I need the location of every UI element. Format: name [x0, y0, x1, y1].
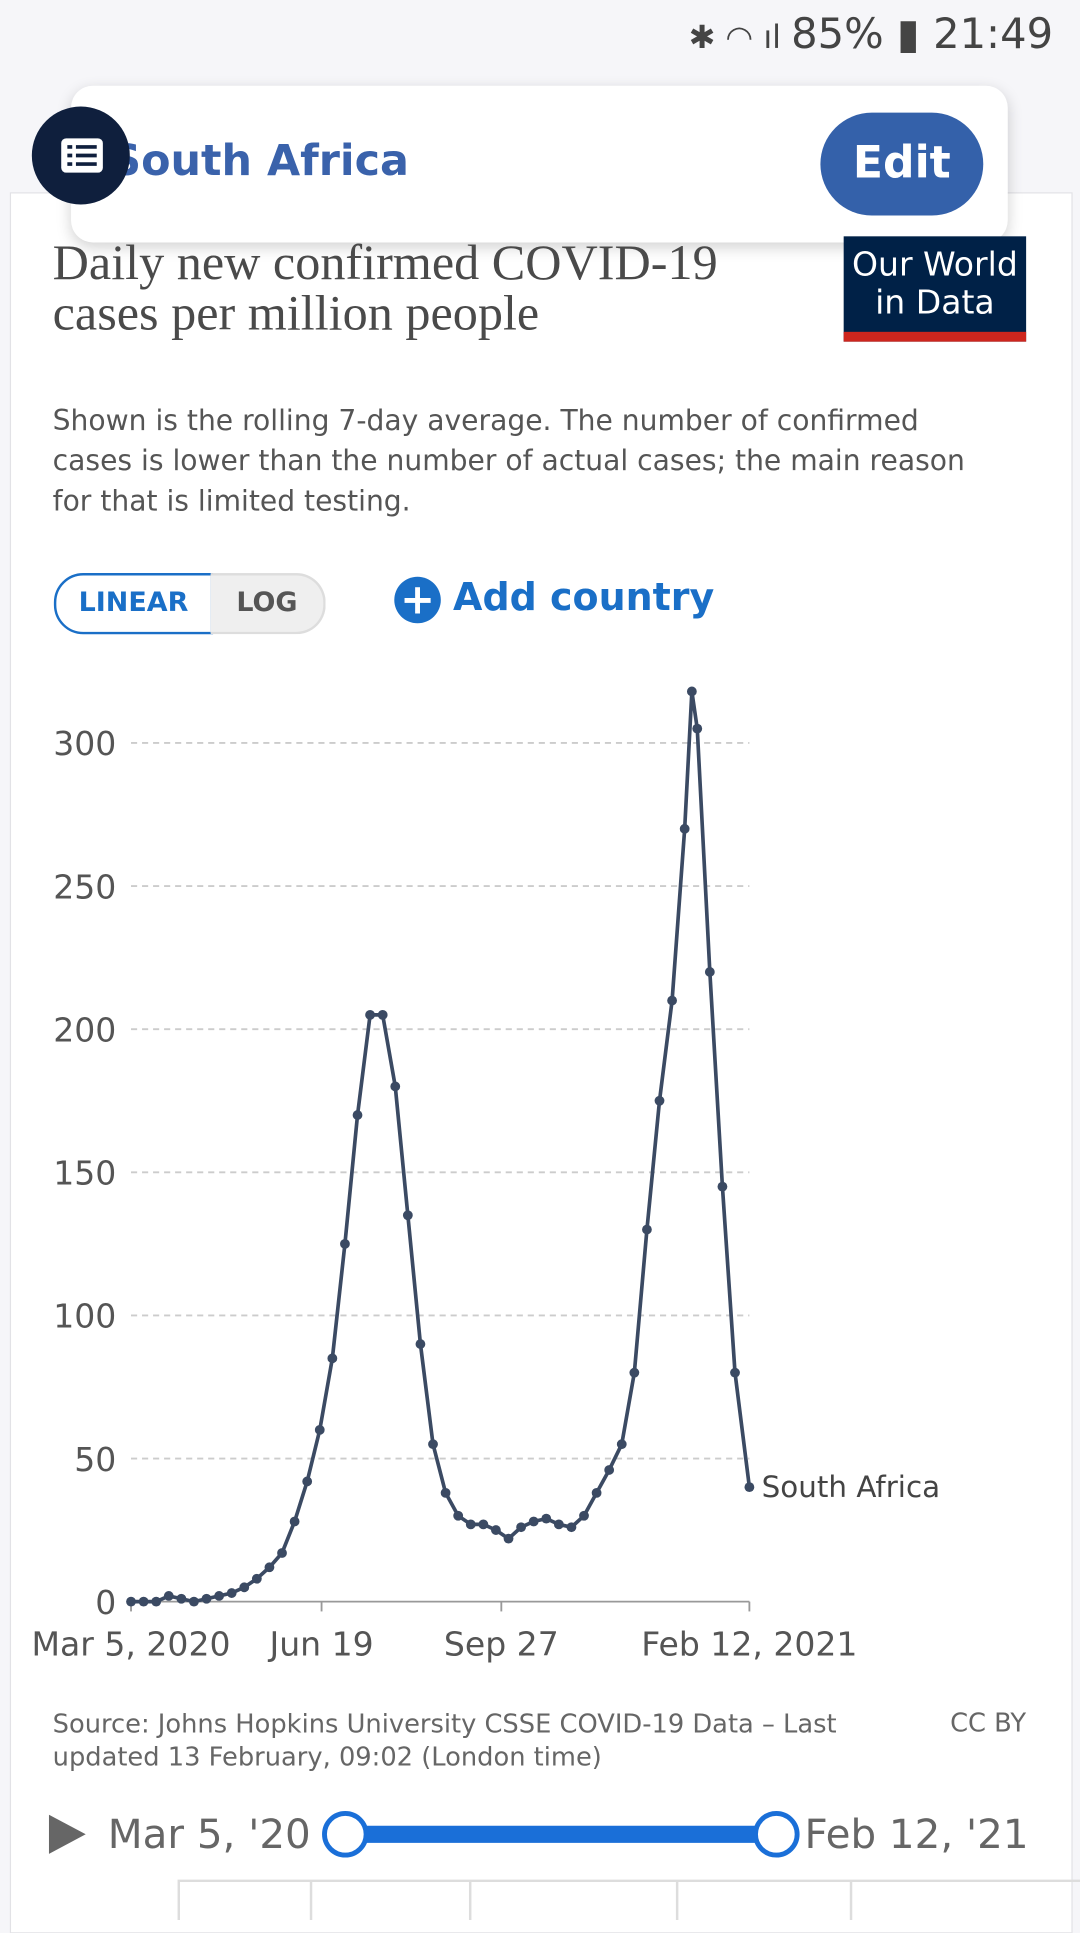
battery-icon: ▮: [896, 9, 920, 59]
data-point: [654, 1095, 665, 1106]
data-point: [415, 1339, 426, 1349]
data-point: [214, 1591, 224, 1601]
add-icon[interactable]: +: [394, 576, 441, 624]
data-point: [428, 1439, 438, 1450]
data-point: [264, 1562, 275, 1573]
data-point: [686, 686, 697, 697]
logo[interactable]: Our World in Data: [843, 236, 1027, 342]
series-line: [131, 691, 752, 1604]
data-point: [591, 1487, 602, 1498]
table-edge: [177, 1879, 1080, 1921]
data-point: [402, 1210, 413, 1221]
data-point: [553, 1519, 564, 1530]
data-point: [717, 1181, 728, 1192]
timeline-handle[interactable]: [322, 1811, 369, 1858]
log-toggle[interactable]: LOG: [210, 573, 326, 635]
data-point: [528, 1516, 539, 1527]
chart-title: Daily new confirmed COVID-19 cases per m…: [52, 233, 718, 341]
chart: 0 50 100 150 200 250 300 Mar 5, 2020 Jun 19 Sep 2…: [32, 686, 941, 1664]
x-tick-label: Feb 12, 2021: [641, 1625, 857, 1664]
linear-toggle[interactable]: LINEAR: [53, 573, 214, 635]
data-point: [566, 1522, 577, 1533]
timeline: [48, 1811, 1080, 1921]
y-tick-label: 50: [74, 1440, 116, 1479]
data-point: [377, 1009, 388, 1020]
license[interactable]: CC BY: [950, 1708, 1027, 1738]
logo-line: Our World: [851, 246, 1018, 285]
data-point: [277, 1548, 287, 1558]
data-point: [604, 1465, 615, 1475]
data-point: [440, 1487, 451, 1498]
y-tick-label: 0: [95, 1583, 116, 1622]
menu-button[interactable]: [31, 106, 130, 205]
y-tick-label: 100: [53, 1297, 116, 1336]
timeline-handle[interactable]: [753, 1811, 800, 1858]
timeline-end: Feb 12, '21: [804, 1809, 1029, 1858]
data-point: [352, 1110, 363, 1120]
data-point: [302, 1476, 313, 1487]
series-label: South Africa: [762, 1470, 941, 1504]
data-point: [189, 1596, 199, 1607]
data-point: [704, 967, 715, 977]
timeline-start: Mar 5, '20: [107, 1809, 311, 1858]
country-name: South Africa: [110, 137, 409, 187]
data-point: [340, 1238, 350, 1249]
data-point: [616, 1439, 627, 1450]
data-point: [679, 823, 690, 834]
data-point: [365, 1009, 375, 1020]
status-icons: ✱ ◠ ıl: [688, 19, 792, 57]
play-button[interactable]: [48, 1814, 86, 1854]
data-point: [163, 1591, 174, 1601]
data-point: [453, 1510, 464, 1521]
data-point: [314, 1425, 325, 1435]
data-point: [629, 1367, 640, 1378]
source: Source: Johns Hopkins University CSSE CO…: [52, 1709, 837, 1772]
data-point: [465, 1519, 476, 1530]
data-point: [667, 995, 677, 1006]
data-point: [226, 1588, 237, 1598]
data-point: [126, 1596, 136, 1607]
data-point: [541, 1513, 552, 1524]
data-point: [692, 723, 703, 734]
x-tick-label: Mar 5, 2020: [32, 1625, 231, 1664]
data-point: [201, 1593, 212, 1604]
add-country[interactable]: Add country: [453, 575, 715, 620]
battery: 85%: [791, 9, 884, 59]
data-point: [503, 1533, 514, 1544]
data-point: [730, 1367, 740, 1378]
status-bar: ✱ ◠ ıl 85% ▮ 21:49: [689, 10, 1053, 59]
y-tick-label: 250: [53, 867, 116, 906]
data-point: [744, 1482, 755, 1493]
data-point: [491, 1525, 501, 1535]
clock: 21:49: [933, 9, 1054, 59]
data-point: [478, 1519, 489, 1530]
data-point: [239, 1582, 250, 1593]
data-point: [138, 1596, 149, 1607]
data-point: [390, 1081, 401, 1092]
data-point: [251, 1573, 262, 1584]
data-point: [579, 1510, 589, 1521]
y-tick-label: 150: [53, 1154, 116, 1193]
data-point: [176, 1593, 187, 1604]
logo-line: in Data: [875, 284, 995, 323]
edit-button[interactable]: Edit: [820, 112, 984, 216]
chart-subtitle: Shown is the rolling 7-day average. The …: [52, 405, 965, 518]
data-point: [289, 1516, 300, 1527]
x-tick-label: Sep 27: [444, 1625, 559, 1664]
data-point: [327, 1353, 338, 1364]
y-tick-label: 300: [53, 724, 116, 763]
data-point: [516, 1522, 526, 1533]
data-point: [151, 1596, 162, 1607]
chart-panel: [9, 192, 1073, 1933]
data-point: [642, 1224, 652, 1235]
y-tick-label: 200: [53, 1010, 116, 1049]
x-tick-label: Jun 19: [267, 1625, 373, 1664]
menu-icon: [61, 138, 103, 173]
